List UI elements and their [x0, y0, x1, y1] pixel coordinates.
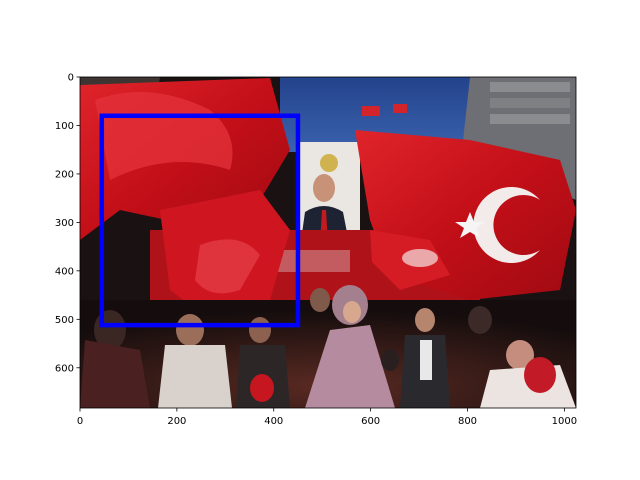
- y-tick-label: 300: [55, 218, 74, 229]
- flag-star: [455, 212, 485, 238]
- y-tick-label: 600: [55, 363, 74, 374]
- axes-frame: [79, 76, 577, 409]
- x-tick-label: 200: [167, 416, 186, 427]
- portrait-face: [313, 174, 335, 202]
- x-tick-label: 0: [77, 416, 83, 427]
- y-tick-label: 400: [55, 266, 74, 277]
- x-axis: 0 200 400 600 800 1000: [77, 408, 577, 427]
- y-axis: 0 100 200 300 400 500 600: [55, 73, 80, 374]
- y-tick-label: 0: [68, 73, 74, 84]
- x-tick-label: 800: [458, 416, 477, 427]
- x-tick-label: 1000: [552, 416, 577, 427]
- flag-crescent: [473, 187, 540, 263]
- x-tick-label: 600: [361, 416, 380, 427]
- y-tick-label: 200: [55, 169, 74, 180]
- x-tick-label: 400: [264, 416, 283, 427]
- y-tick-label: 100: [55, 121, 74, 132]
- y-tick-label: 500: [55, 315, 74, 326]
- bounding-box-annotation: [99, 113, 301, 328]
- photo: [80, 77, 576, 408]
